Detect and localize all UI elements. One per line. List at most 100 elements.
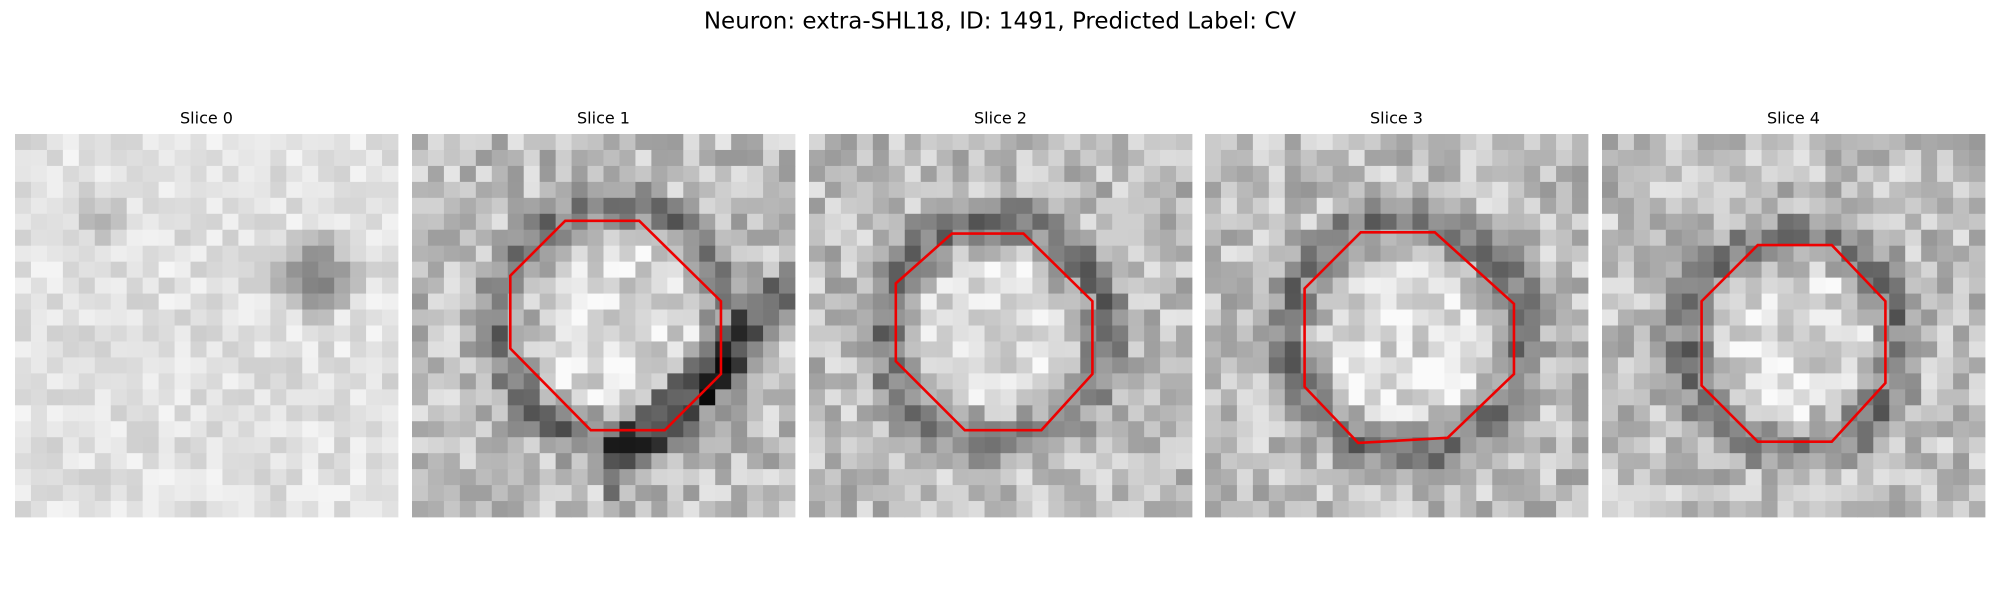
pixel — [1364, 437, 1381, 454]
pixel — [1937, 134, 1954, 151]
pixel — [1633, 181, 1651, 199]
pixel — [318, 501, 335, 518]
pixel — [1969, 277, 1986, 294]
pixel — [872, 421, 890, 438]
pixel — [78, 421, 96, 438]
pixel — [984, 325, 1001, 342]
pixel — [667, 373, 684, 390]
pixel — [1220, 405, 1238, 422]
pixel — [1825, 165, 1842, 183]
pixel — [1128, 229, 1145, 247]
pixel — [571, 134, 588, 151]
pixel — [110, 181, 128, 199]
pixel — [1857, 245, 1874, 263]
pixel — [1236, 437, 1254, 454]
pixel — [1969, 357, 1986, 374]
pixel — [126, 357, 144, 374]
pixel — [840, 485, 858, 502]
pixel — [1144, 325, 1161, 342]
pixel — [412, 357, 429, 374]
pixel — [1160, 197, 1177, 215]
pixel — [238, 277, 255, 294]
pixel — [334, 501, 351, 518]
pixel — [1602, 501, 1619, 518]
pixel — [1745, 485, 1762, 502]
pixel — [904, 165, 922, 183]
pixel — [334, 437, 351, 454]
pixel — [350, 134, 367, 151]
pixel — [1048, 437, 1065, 454]
pixel — [318, 485, 335, 502]
pixel — [1602, 341, 1619, 358]
pixel — [888, 485, 906, 502]
pixel — [779, 277, 796, 294]
pixel — [1524, 341, 1541, 358]
pixel — [1460, 149, 1477, 167]
pixel — [651, 134, 668, 151]
pixel — [1649, 341, 1667, 358]
pixel — [1697, 197, 1715, 215]
pixel — [1524, 389, 1541, 406]
pixel — [1112, 485, 1129, 502]
pixel — [1556, 134, 1573, 151]
pixel — [475, 245, 493, 263]
pixel — [763, 389, 780, 406]
pixel — [238, 501, 255, 518]
pixel — [779, 501, 796, 518]
pixel — [1665, 134, 1683, 151]
pixel — [731, 277, 748, 294]
pixel — [1160, 357, 1177, 374]
pixel — [507, 134, 525, 151]
pixel — [318, 341, 335, 358]
pixel — [126, 325, 144, 342]
pixel — [1969, 389, 1986, 406]
pixel — [1080, 325, 1097, 342]
pixel — [952, 501, 969, 518]
pixel — [1777, 405, 1794, 422]
pixel — [1556, 421, 1573, 438]
pixel — [1729, 293, 1747, 310]
pixel — [1508, 245, 1525, 263]
pixel — [238, 421, 255, 438]
pixel — [872, 293, 890, 310]
pixel — [1540, 165, 1557, 183]
pixel — [1316, 437, 1334, 454]
pixel — [206, 134, 223, 151]
pixel — [1809, 213, 1826, 231]
pixel — [190, 485, 207, 502]
pixel — [1300, 341, 1318, 358]
pixel — [635, 325, 652, 342]
pixel — [302, 261, 319, 279]
pixel — [1508, 229, 1525, 247]
pixel — [286, 325, 303, 342]
pixel — [30, 165, 48, 183]
pixel — [1937, 293, 1954, 310]
pixel — [1602, 421, 1619, 438]
pixel — [142, 501, 160, 518]
pixel — [1665, 261, 1683, 279]
pixel — [1793, 437, 1810, 454]
pixel — [238, 405, 255, 422]
pixel — [1617, 325, 1635, 342]
pixel — [1112, 405, 1129, 422]
pixel — [1364, 405, 1381, 422]
pixel — [619, 245, 636, 263]
pixel — [1602, 134, 1619, 151]
pixel — [1268, 261, 1286, 279]
pixel — [1681, 245, 1699, 263]
pixel — [475, 437, 493, 454]
pixel — [1460, 309, 1477, 326]
pixel — [1729, 373, 1747, 390]
pixel — [1396, 229, 1413, 247]
pixel — [142, 357, 160, 374]
pixel — [1205, 309, 1222, 326]
pixel — [1032, 469, 1049, 486]
pixel — [1380, 213, 1397, 231]
pixel — [1412, 389, 1429, 406]
pixel — [302, 165, 319, 183]
pixel — [30, 309, 48, 326]
pixel — [1444, 309, 1461, 326]
pixel — [1524, 213, 1541, 231]
pixel — [1396, 197, 1413, 215]
pixel — [1602, 485, 1619, 502]
